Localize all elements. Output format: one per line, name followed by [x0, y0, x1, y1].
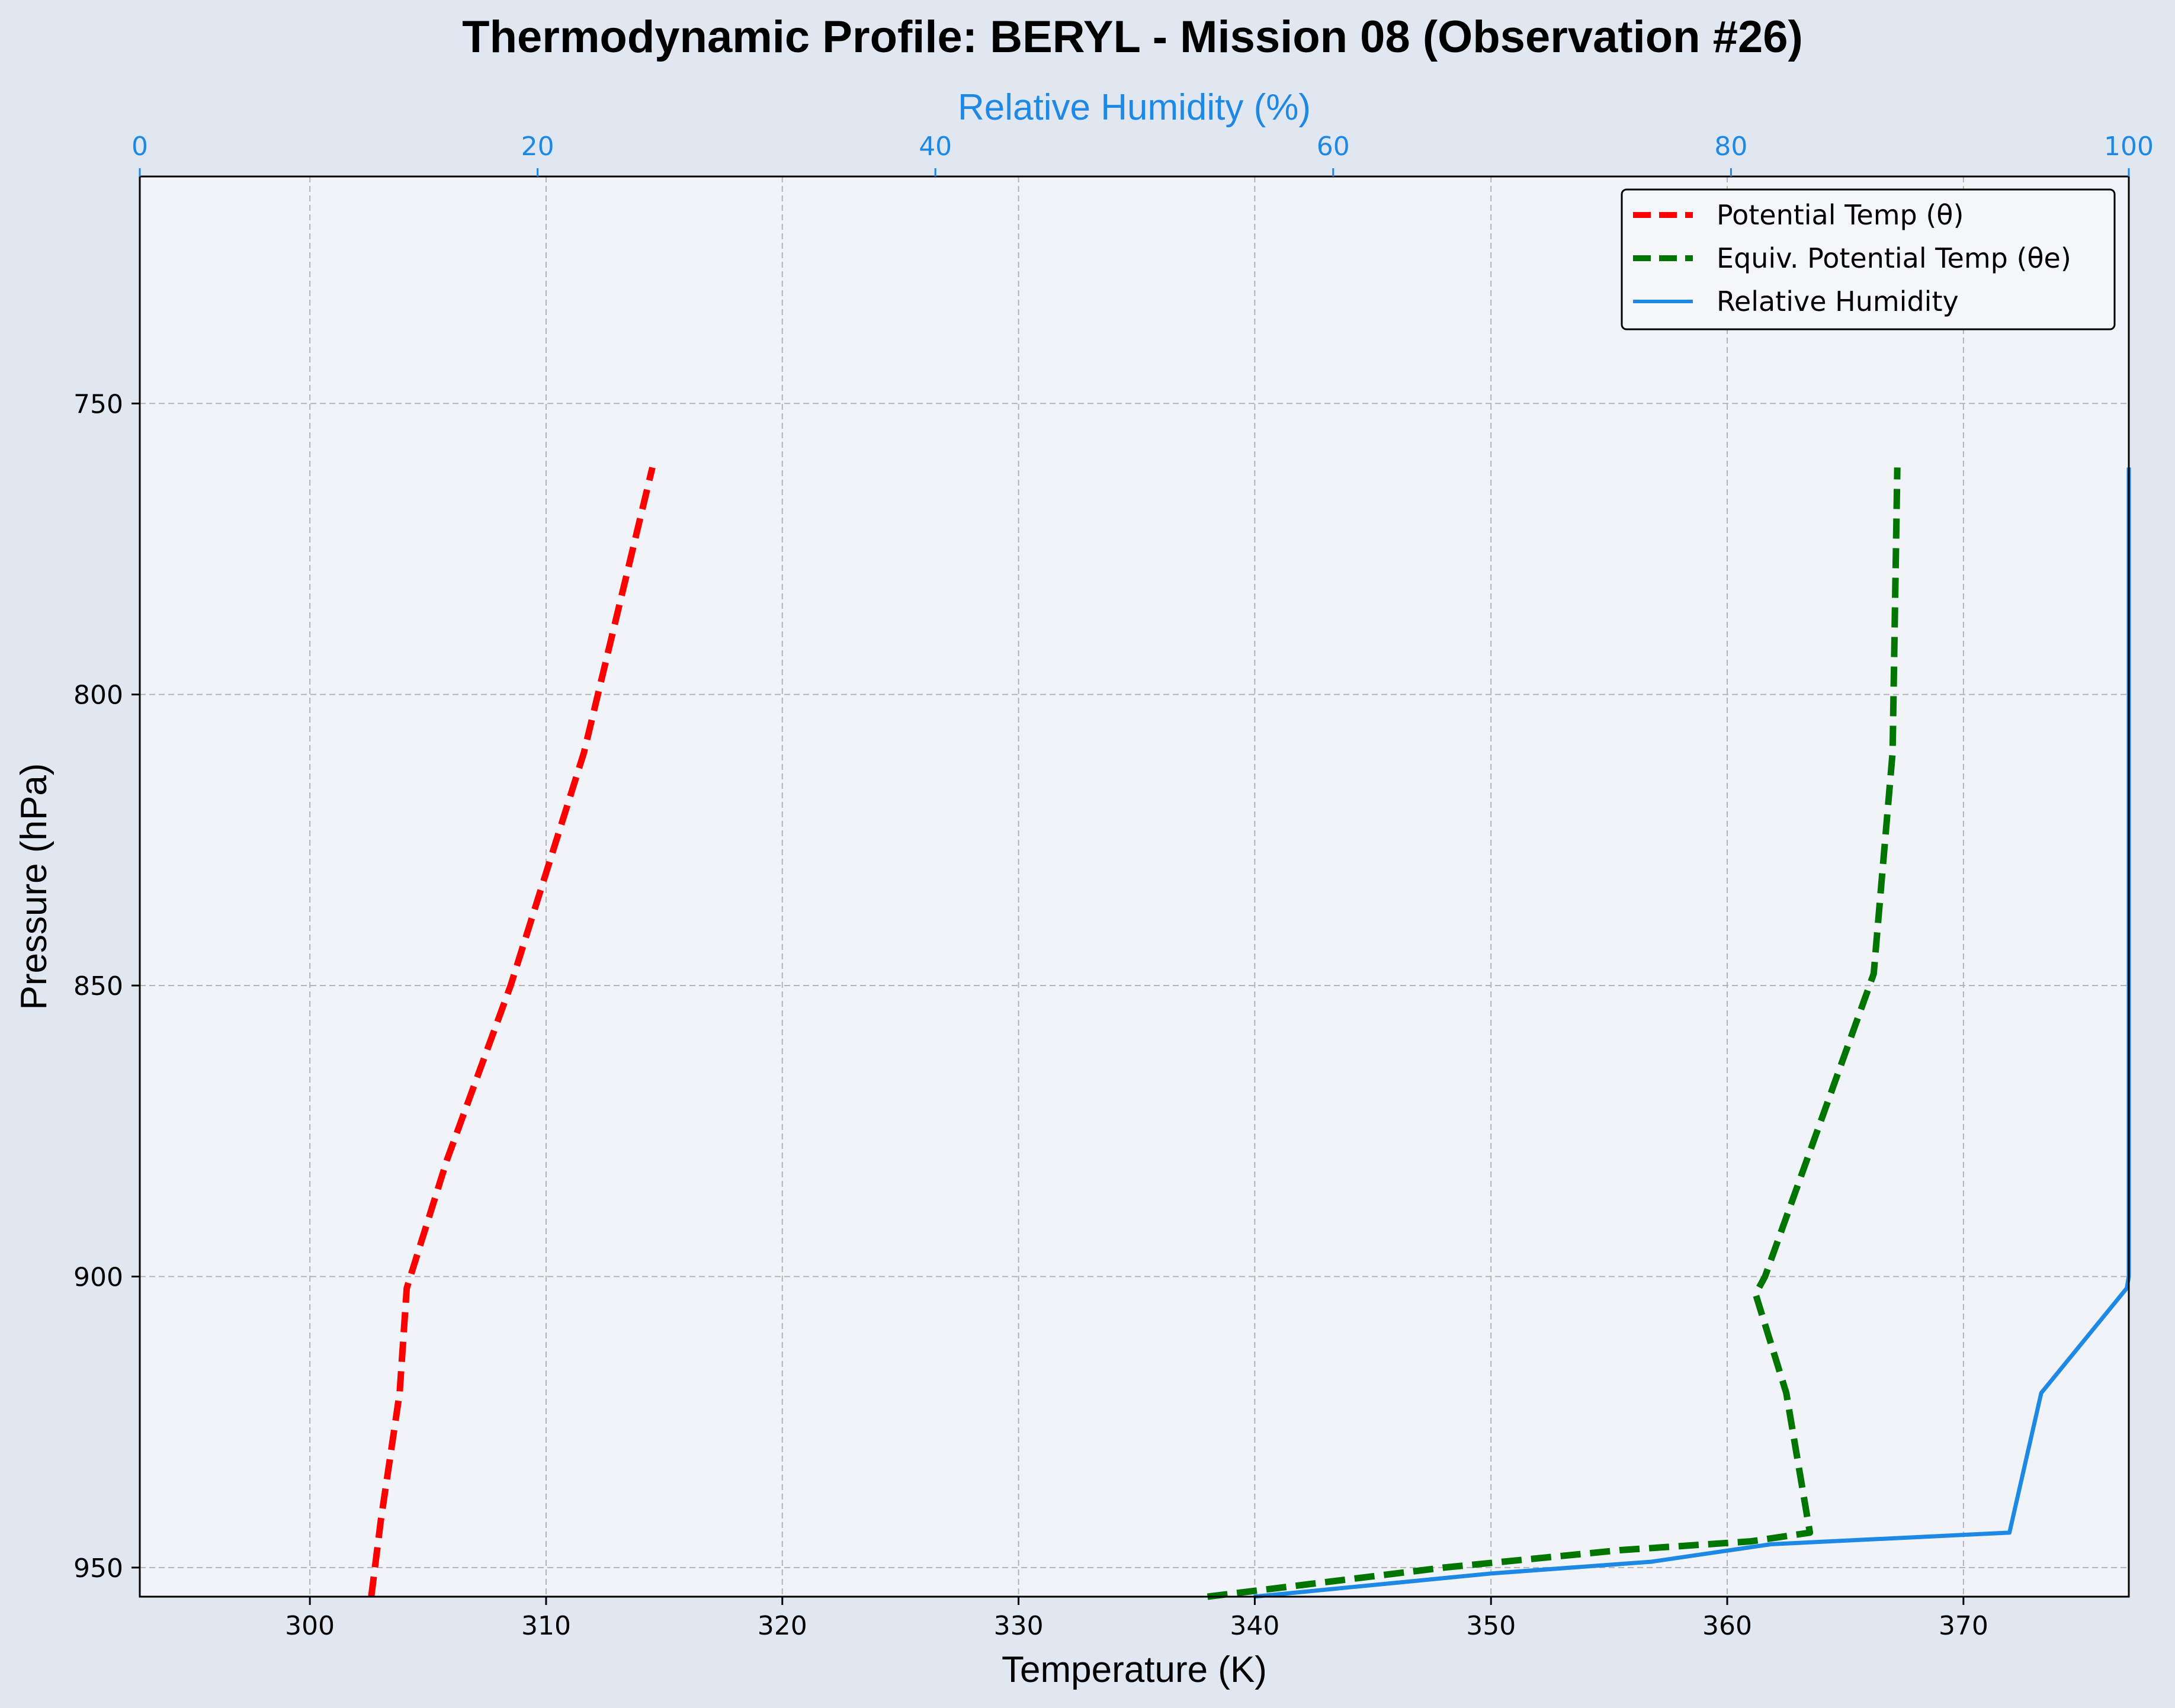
rh-tick-label: 40 [919, 131, 952, 162]
rh-tick-label: 80 [1714, 131, 1747, 162]
x-tick-label: 300 [285, 1611, 335, 1641]
legend-label-theta: Potential Temp (θ) [1717, 199, 1964, 231]
y-tick-label: 900 [73, 1262, 123, 1292]
y-tick-label: 750 [73, 389, 123, 419]
y-tick-label: 850 [73, 971, 123, 1001]
theta-e-line [1207, 467, 1901, 1600]
legend-box [1621, 188, 2116, 330]
x-tick-label: 370 [1939, 1611, 1988, 1641]
x-tick-label: 330 [994, 1611, 1044, 1641]
y-tick-label: 800 [73, 680, 123, 711]
x-tick-label: 350 [1466, 1611, 1516, 1641]
legend-label-rh: Relative Humidity [1717, 285, 1959, 317]
legend: Potential Temp (θ) Equiv. Potential Temp… [1621, 188, 2116, 330]
y-axis-label: Pressure (hPa) [14, 763, 54, 1010]
legend-label-theta-e: Equiv. Potential Temp (θe) [1717, 242, 2071, 274]
rh-tick-label: 0 [131, 131, 148, 162]
plot-frame [139, 175, 2130, 1598]
rh-tick-label: 20 [521, 131, 554, 162]
rh-tick-label: 100 [2104, 131, 2154, 162]
rh-axis-label: Relative Humidity (%) [958, 87, 1311, 128]
rh-tick-label: 60 [1317, 131, 1350, 162]
y-axis-ticks: 750 800 850 900 950 [73, 389, 140, 1584]
y-tick-label: 950 [73, 1553, 123, 1584]
theta-line [368, 467, 656, 1597]
plot-area [140, 176, 2129, 1597]
x-tick-label: 340 [1230, 1611, 1279, 1641]
rh-axis-ticks: 0 20 40 60 80 100 [131, 131, 2154, 176]
x-tick-label: 360 [1702, 1611, 1752, 1641]
chart-title: Thermodynamic Profile: BERYL - Mission 0… [462, 12, 1803, 62]
x-tick-label: 310 [521, 1611, 571, 1641]
x-tick-label: 320 [758, 1611, 807, 1641]
x-axis-ticks: 300 310 320 330 340 350 360 370 [285, 1597, 1988, 1641]
x-axis-label: Temperature (K) [1002, 1649, 1267, 1690]
